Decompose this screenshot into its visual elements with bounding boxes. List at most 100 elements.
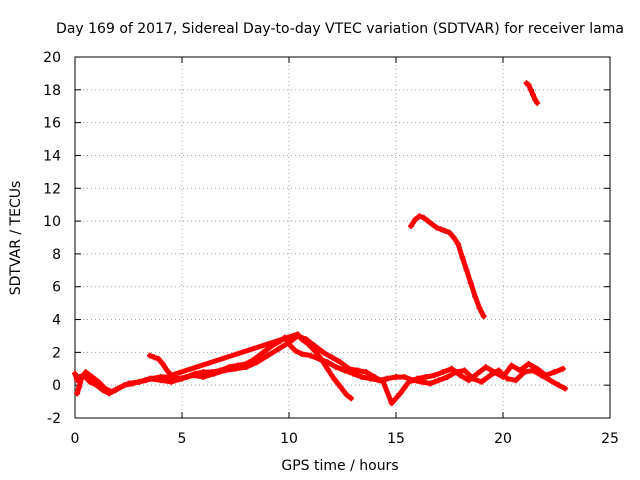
data-point — [136, 378, 143, 385]
data-point — [465, 377, 472, 384]
data-point — [414, 375, 421, 382]
data-point — [422, 373, 429, 380]
series-trace-a — [72, 334, 569, 397]
data-point — [512, 377, 519, 384]
data-point — [442, 227, 449, 234]
y-tick-label: 4 — [52, 313, 61, 329]
data-point — [416, 213, 423, 220]
data-point — [345, 365, 352, 372]
grid-lines — [75, 57, 610, 418]
data-point — [559, 365, 566, 372]
data-point — [330, 375, 337, 382]
y-tick-label: 8 — [52, 247, 61, 263]
data-point — [221, 367, 228, 374]
data-point — [168, 372, 175, 379]
data-point — [354, 367, 361, 374]
data-point — [448, 365, 455, 372]
data-point — [108, 388, 115, 395]
x-tick-label: 10 — [280, 431, 298, 447]
y-tick-label: 20 — [43, 50, 61, 66]
data-point — [407, 223, 414, 230]
data-point — [487, 372, 494, 379]
data-point — [125, 380, 132, 387]
data-point — [478, 378, 485, 385]
data-point — [286, 339, 292, 346]
data-point — [551, 369, 558, 376]
tick-marks — [74, 56, 611, 419]
data-point — [200, 373, 207, 380]
data-point — [311, 347, 318, 354]
data-point — [534, 365, 541, 372]
x-tick-label: 20 — [494, 431, 512, 447]
series-trace-c — [146, 331, 355, 402]
data-point — [86, 378, 93, 385]
data-point — [542, 372, 549, 379]
y-tick-label: 14 — [43, 148, 61, 164]
data-point — [243, 364, 250, 371]
data-point — [72, 370, 78, 377]
data-point — [294, 331, 301, 338]
data-point — [157, 377, 164, 384]
data-point — [384, 375, 391, 382]
series-line — [74, 333, 566, 406]
data-point — [397, 390, 404, 397]
data-point — [427, 380, 434, 387]
data-point — [529, 91, 536, 98]
data-point — [562, 385, 569, 392]
data-point — [324, 365, 331, 372]
data-point — [333, 364, 340, 371]
data-point — [482, 364, 489, 371]
x-tick-label: 5 — [178, 431, 187, 447]
data-point — [431, 372, 438, 379]
y-tick-label: 18 — [43, 83, 61, 99]
plot-frame — [74, 56, 611, 419]
data-point — [363, 369, 370, 376]
data-point — [433, 224, 440, 231]
data-points — [72, 80, 569, 407]
data-point — [517, 367, 524, 374]
data-point — [457, 372, 464, 379]
data-point — [405, 378, 412, 385]
y-tick-label: 0 — [52, 378, 61, 394]
y-tick-label: 16 — [43, 116, 61, 132]
data-point — [525, 360, 532, 367]
data-point — [534, 99, 541, 106]
y-axis-label: SDTVAR / TECUs — [8, 181, 24, 296]
data-point — [527, 86, 534, 93]
tick-labels: 0 5 10 15 20 25 -2 0 2 4 6 8 10 12 14 16 18 20 — [43, 50, 619, 447]
series-trace-e — [523, 80, 541, 106]
data-point — [114, 385, 121, 392]
data-point — [459, 254, 466, 261]
data-point — [95, 378, 102, 385]
data-point — [425, 218, 432, 225]
data-point — [260, 349, 267, 356]
data-point — [525, 81, 532, 88]
data-point — [463, 267, 470, 274]
x-tick-label: 0 — [71, 431, 80, 447]
data-point — [461, 367, 468, 374]
data-point — [328, 354, 335, 361]
data-point — [491, 369, 498, 376]
data-point — [232, 365, 239, 372]
chart-title: Day 169 of 2017, Sidereal Day-to-day VTE… — [56, 21, 624, 37]
data-point — [211, 370, 218, 377]
x-axis-label: GPS time / hours — [281, 458, 398, 474]
data-point — [444, 373, 451, 380]
series-line — [147, 331, 354, 401]
data-point — [307, 352, 314, 359]
data-point — [275, 346, 282, 353]
data-point — [146, 352, 153, 359]
x-tick-label: 15 — [387, 431, 405, 447]
data-point — [343, 392, 350, 399]
data-point — [358, 373, 365, 380]
data-point — [450, 234, 457, 241]
data-point — [504, 375, 511, 382]
series-trace-b — [74, 332, 566, 407]
data-point — [547, 377, 554, 384]
data-point — [337, 359, 344, 366]
data-point — [388, 400, 395, 407]
data-point — [298, 351, 305, 358]
data-point — [78, 375, 85, 382]
data-point — [380, 378, 387, 385]
data-point — [298, 336, 305, 343]
